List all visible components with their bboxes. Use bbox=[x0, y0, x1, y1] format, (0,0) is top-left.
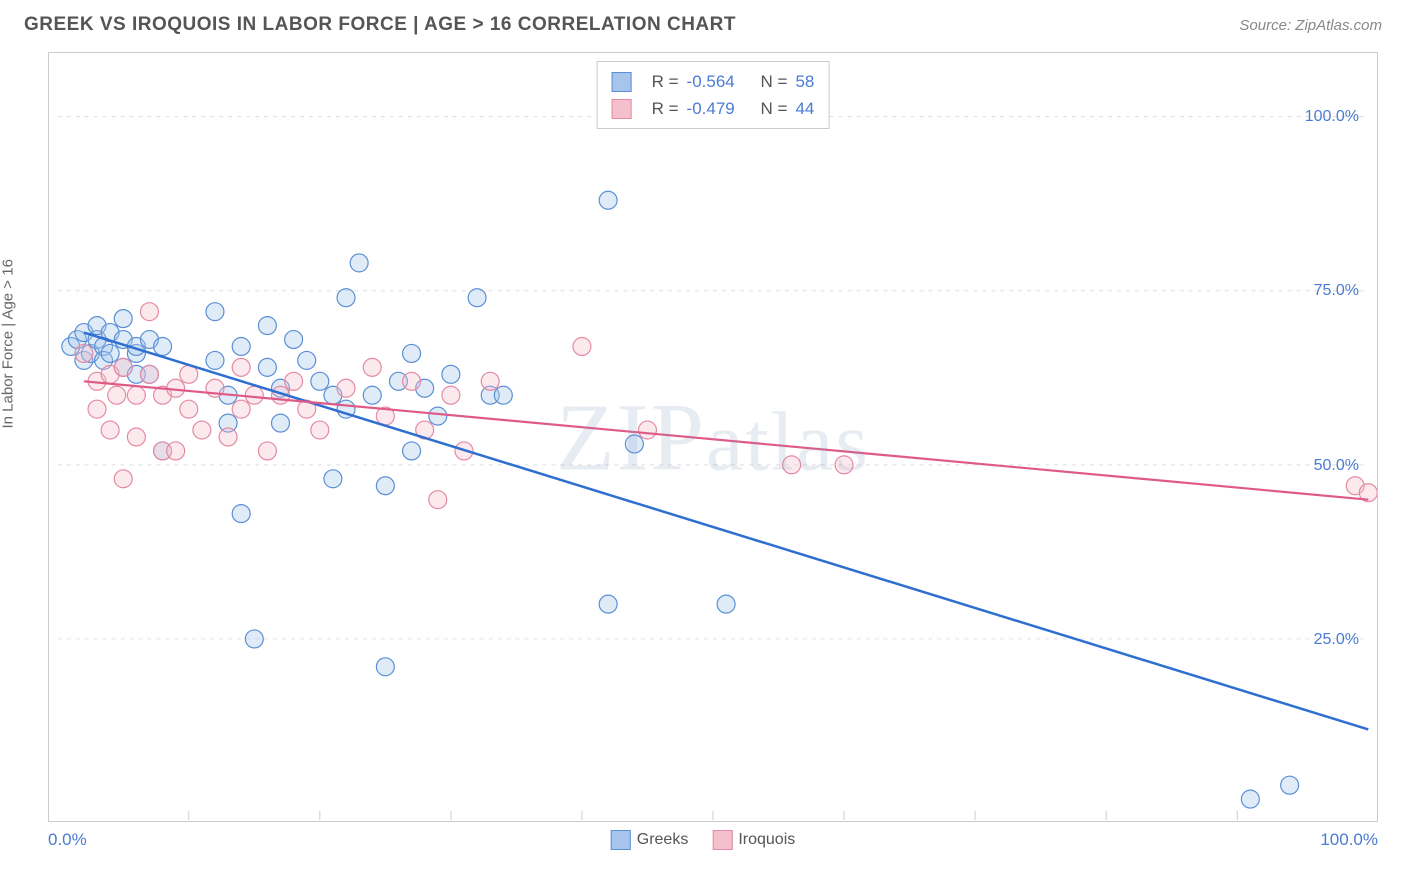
scatter-point bbox=[206, 303, 224, 321]
scatter-point bbox=[114, 470, 132, 488]
scatter-point bbox=[140, 303, 158, 321]
scatter-point bbox=[835, 456, 853, 474]
scatter-point bbox=[468, 289, 486, 307]
legend-label-greeks: Greeks bbox=[637, 831, 689, 849]
scatter-point bbox=[193, 421, 211, 439]
scatter-point bbox=[376, 477, 394, 495]
chart-header: GREEK VS IROQUOIS IN LABOR FORCE | AGE >… bbox=[0, 0, 1406, 44]
scatter-point bbox=[1241, 790, 1259, 808]
scatter-point bbox=[285, 372, 303, 390]
scatter-point bbox=[258, 358, 276, 376]
scatter-point bbox=[363, 386, 381, 404]
legend-item-greeks: Greeks bbox=[611, 830, 689, 850]
scatter-point bbox=[232, 505, 250, 523]
scatter-point bbox=[232, 337, 250, 355]
r-label: R = bbox=[652, 68, 679, 95]
scatter-point bbox=[108, 386, 126, 404]
legend-swatch-iroquois bbox=[612, 99, 632, 119]
r-value-0: -0.564 bbox=[687, 68, 743, 95]
n-value-1: 44 bbox=[795, 95, 814, 122]
legend-swatch-greeks bbox=[611, 830, 631, 850]
legend-swatch-greeks bbox=[612, 72, 632, 92]
scatter-point bbox=[783, 456, 801, 474]
scatter-point bbox=[232, 400, 250, 418]
scatter-point bbox=[717, 595, 735, 613]
scatter-point bbox=[599, 191, 617, 209]
scatter-point bbox=[114, 358, 132, 376]
scatter-point bbox=[599, 595, 617, 613]
y-tick-label: 50.0% bbox=[1314, 457, 1359, 475]
scatter-point bbox=[245, 386, 263, 404]
scatter-point bbox=[403, 344, 421, 362]
scatter-point bbox=[625, 435, 643, 453]
scatter-point bbox=[311, 421, 329, 439]
scatter-point bbox=[127, 386, 145, 404]
n-label: N = bbox=[761, 95, 788, 122]
legend-label-iroquois: Iroquois bbox=[738, 831, 795, 849]
scatter-point bbox=[258, 442, 276, 460]
scatter-point bbox=[167, 442, 185, 460]
correlation-row-0: R = -0.564 N = 58 bbox=[612, 68, 815, 95]
scatter-point bbox=[350, 254, 368, 272]
series-legend: Greeks Iroquois bbox=[611, 830, 796, 850]
correlation-row-1: R = -0.479 N = 44 bbox=[612, 95, 815, 122]
y-tick-label: 75.0% bbox=[1314, 282, 1359, 300]
scatter-point bbox=[442, 365, 460, 383]
scatter-point bbox=[363, 358, 381, 376]
scatter-point bbox=[154, 337, 172, 355]
r-label: R = bbox=[652, 95, 679, 122]
source-name: ZipAtlas.com bbox=[1295, 17, 1382, 34]
chart-title: GREEK VS IROQUOIS IN LABOR FORCE | AGE >… bbox=[24, 14, 736, 36]
r-value-1: -0.479 bbox=[687, 95, 743, 122]
scatter-point bbox=[88, 400, 106, 418]
correlation-legend: R = -0.564 N = 58 R = -0.479 N = 44 bbox=[597, 61, 830, 129]
scatter-point bbox=[403, 372, 421, 390]
legend-item-iroquois: Iroquois bbox=[712, 830, 795, 850]
scatter-point bbox=[638, 421, 656, 439]
n-value-0: 58 bbox=[795, 68, 814, 95]
scatter-point bbox=[75, 344, 93, 362]
y-axis-label: In Labor Force | Age > 16 bbox=[0, 259, 17, 428]
trend-line bbox=[84, 333, 1368, 730]
scatter-point bbox=[429, 407, 447, 425]
scatter-point bbox=[127, 428, 145, 446]
source-prefix: Source: bbox=[1239, 17, 1295, 34]
trend-line bbox=[84, 381, 1368, 499]
scatter-point bbox=[481, 372, 499, 390]
scatter-svg bbox=[49, 53, 1377, 821]
scatter-point bbox=[272, 414, 290, 432]
scatter-point bbox=[219, 428, 237, 446]
scatter-point bbox=[206, 351, 224, 369]
scatter-point bbox=[494, 386, 512, 404]
n-label: N = bbox=[761, 68, 788, 95]
scatter-point bbox=[403, 442, 421, 460]
scatter-point bbox=[298, 351, 316, 369]
scatter-point bbox=[429, 491, 447, 509]
scatter-point bbox=[337, 289, 355, 307]
scatter-point bbox=[311, 372, 329, 390]
x-axis-max-label: 100.0% bbox=[1320, 830, 1378, 850]
chart-source: Source: ZipAtlas.com bbox=[1239, 17, 1382, 34]
scatter-point bbox=[101, 421, 119, 439]
chart-plot-area: ZIPatlas R = -0.564 N = 58 R = -0.479 N … bbox=[48, 52, 1378, 822]
scatter-point bbox=[573, 337, 591, 355]
scatter-point bbox=[114, 310, 132, 328]
scatter-point bbox=[337, 379, 355, 397]
scatter-point bbox=[140, 365, 158, 383]
scatter-point bbox=[101, 344, 119, 362]
scatter-point bbox=[376, 658, 394, 676]
scatter-point bbox=[232, 358, 250, 376]
scatter-point bbox=[258, 317, 276, 335]
scatter-point bbox=[180, 400, 198, 418]
legend-swatch-iroquois bbox=[712, 830, 732, 850]
y-tick-label: 100.0% bbox=[1305, 108, 1359, 126]
scatter-point bbox=[1281, 776, 1299, 794]
scatter-point bbox=[324, 470, 342, 488]
y-tick-label: 25.0% bbox=[1314, 631, 1359, 649]
scatter-point bbox=[442, 386, 460, 404]
scatter-point bbox=[285, 331, 303, 349]
scatter-point bbox=[245, 630, 263, 648]
x-axis-min-label: 0.0% bbox=[48, 830, 87, 850]
